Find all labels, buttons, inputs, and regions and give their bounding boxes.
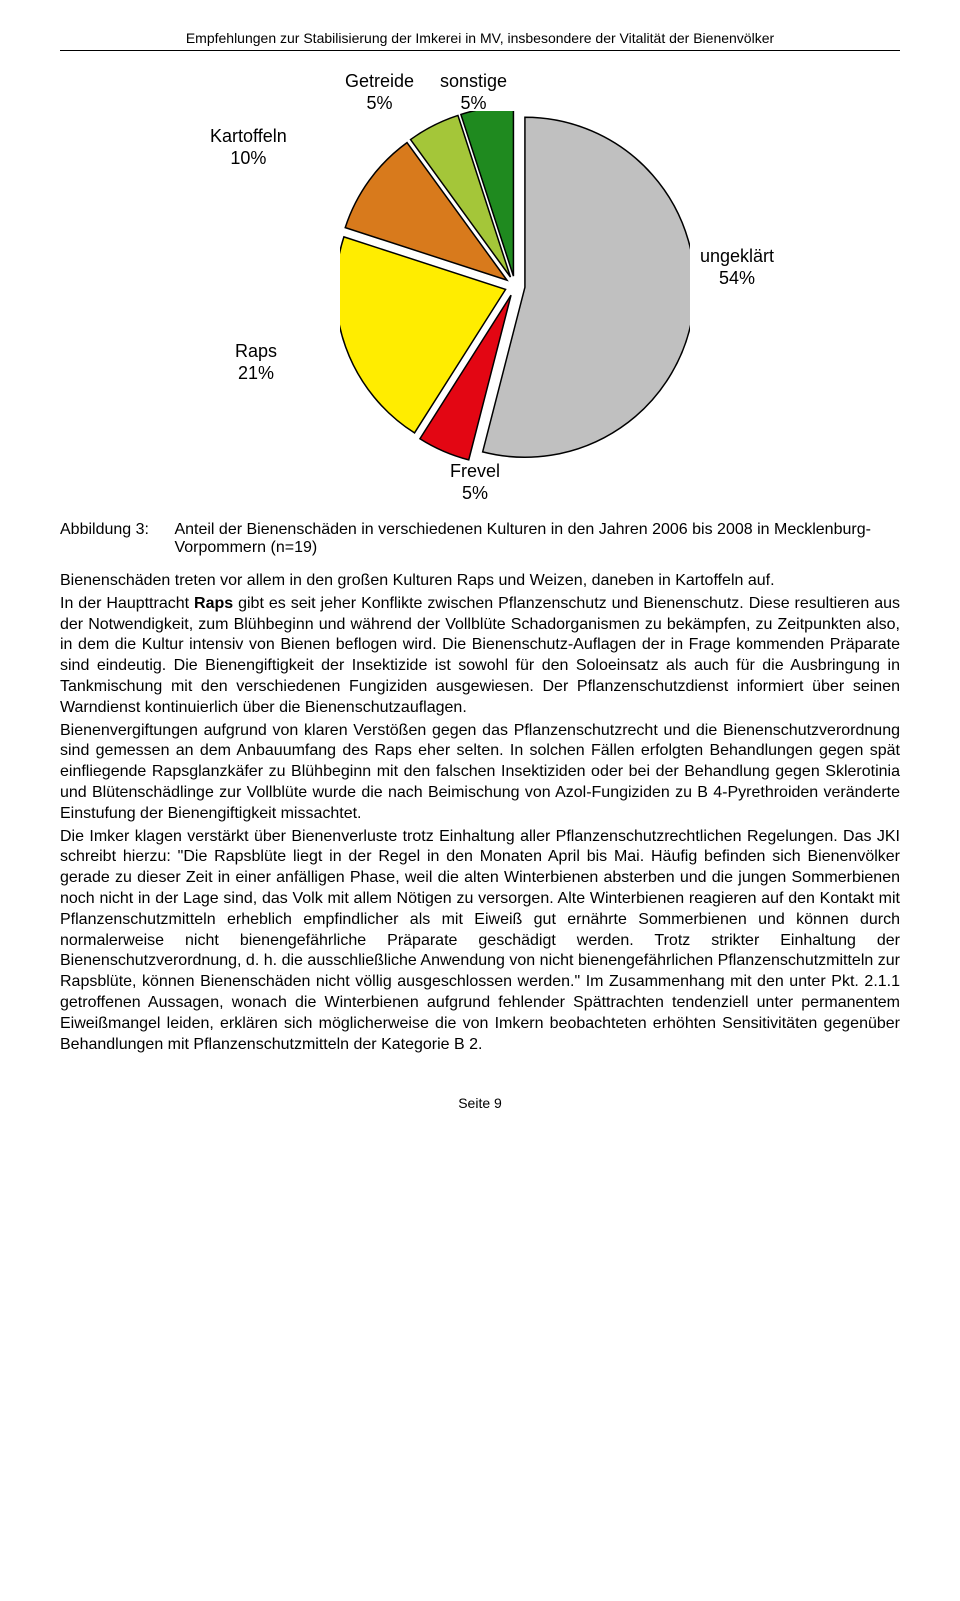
paragraph-2: Bienenvergiftungen aufgrund von klaren V… (60, 721, 900, 825)
page-header: Empfehlungen zur Stabilisierung der Imke… (60, 30, 900, 51)
body-text: Bienenschäden treten vor allem in den gr… (60, 571, 900, 1055)
label-raps: Raps21% (235, 341, 277, 384)
figure-caption: Abbildung 3: Anteil der Bienenschäden in… (60, 521, 900, 557)
label-kartoffeln: Kartoffeln10% (210, 126, 287, 169)
label-ungeklaert: ungeklärt54% (700, 246, 774, 289)
paragraph-1a: Bienenschäden treten vor allem in den gr… (60, 571, 900, 592)
caption-text: Anteil der Bienenschäden in verschiedene… (174, 521, 874, 557)
paragraph-3: Die Imker klagen verstärkt über Bienenve… (60, 827, 900, 1056)
label-getreide: Getreide5% (345, 71, 414, 114)
page-footer: Seite 9 (60, 1095, 900, 1111)
pie-chart: Getreide5% sonstige5% Kartoffeln10% unge… (180, 71, 780, 501)
caption-lead: Abbildung 3: (60, 521, 170, 539)
label-frevel: Frevel5% (450, 461, 500, 504)
label-sonstige: sonstige5% (440, 71, 507, 114)
paragraph-1b: In der Haupttracht Raps gibt es seit jeh… (60, 594, 900, 719)
pie-svg (340, 111, 690, 461)
bold-raps: Raps (194, 595, 233, 612)
